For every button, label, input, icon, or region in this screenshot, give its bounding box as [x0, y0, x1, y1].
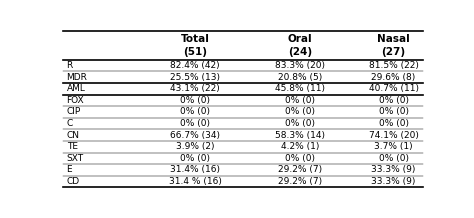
Text: 29.2% (7): 29.2% (7) [278, 165, 322, 174]
Text: 29.2% (7): 29.2% (7) [278, 177, 322, 186]
Text: 66.7% (34): 66.7% (34) [170, 131, 220, 140]
Text: CD: CD [66, 177, 80, 186]
Text: 45.8% (11): 45.8% (11) [275, 84, 325, 93]
Text: 0% (0): 0% (0) [285, 119, 315, 128]
Text: 0% (0): 0% (0) [180, 107, 210, 116]
Text: 33.3% (9): 33.3% (9) [371, 165, 416, 174]
Text: 82.4% (42): 82.4% (42) [170, 61, 220, 70]
Text: 4.2% (1): 4.2% (1) [281, 142, 319, 151]
Text: Total: Total [181, 34, 210, 44]
Text: AML: AML [66, 84, 85, 93]
Text: 43.1% (22): 43.1% (22) [170, 84, 220, 93]
Text: 0% (0): 0% (0) [180, 154, 210, 163]
Text: 0% (0): 0% (0) [379, 119, 409, 128]
Text: R: R [66, 61, 73, 70]
Text: 58.3% (14): 58.3% (14) [275, 131, 325, 140]
Text: (24): (24) [288, 47, 312, 57]
Text: 0% (0): 0% (0) [285, 154, 315, 163]
Text: E: E [66, 165, 72, 174]
Text: 25.5% (13): 25.5% (13) [170, 73, 220, 82]
Text: 0% (0): 0% (0) [379, 154, 409, 163]
Text: 0% (0): 0% (0) [180, 119, 210, 128]
Text: 31.4% (16): 31.4% (16) [170, 165, 220, 174]
Text: (51): (51) [183, 47, 207, 57]
Text: 20.8% (5): 20.8% (5) [278, 73, 322, 82]
Text: C: C [66, 119, 73, 128]
Text: 0% (0): 0% (0) [379, 96, 409, 105]
Text: 74.1% (20): 74.1% (20) [369, 131, 419, 140]
Text: Oral: Oral [288, 34, 312, 44]
Text: 0% (0): 0% (0) [379, 107, 409, 116]
Text: 33.3% (9): 33.3% (9) [371, 177, 416, 186]
Text: MDR: MDR [66, 73, 88, 82]
Text: CIP: CIP [66, 107, 81, 116]
Text: 81.5% (22): 81.5% (22) [369, 61, 419, 70]
Text: FOX: FOX [66, 96, 84, 105]
Text: 31.4 % (16): 31.4 % (16) [169, 177, 222, 186]
Text: 3.7% (1): 3.7% (1) [374, 142, 413, 151]
Text: 0% (0): 0% (0) [180, 96, 210, 105]
Text: CN: CN [66, 131, 80, 140]
Text: 0% (0): 0% (0) [285, 107, 315, 116]
Text: 3.9% (2): 3.9% (2) [176, 142, 214, 151]
Text: 40.7% (11): 40.7% (11) [369, 84, 419, 93]
Text: SXT: SXT [66, 154, 84, 163]
Text: (27): (27) [382, 47, 406, 57]
Text: 0% (0): 0% (0) [285, 96, 315, 105]
Text: 83.3% (20): 83.3% (20) [275, 61, 325, 70]
Text: 29.6% (8): 29.6% (8) [372, 73, 416, 82]
Text: TE: TE [66, 142, 78, 151]
Text: Nasal: Nasal [377, 34, 410, 44]
